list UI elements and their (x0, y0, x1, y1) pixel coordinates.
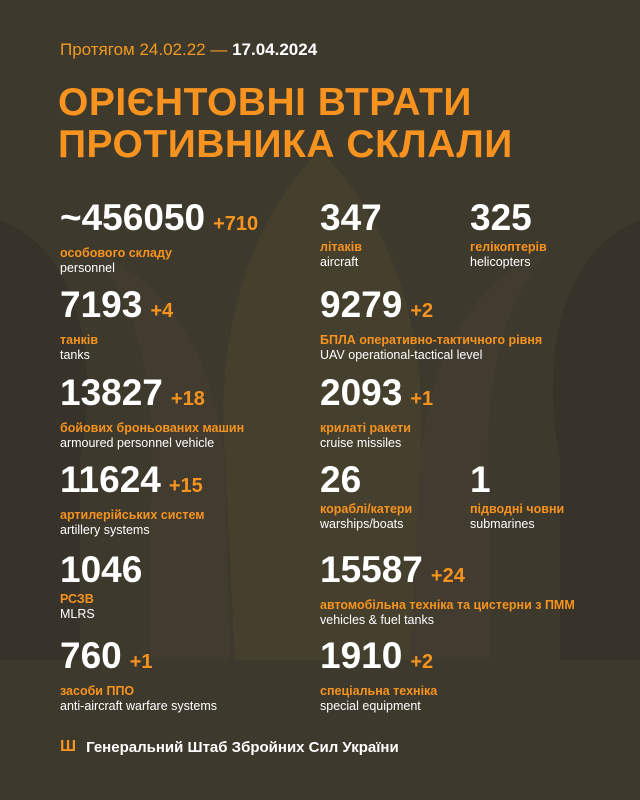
stat-value: 15587 (320, 549, 423, 590)
stat-value-row: 1910 +2 (320, 636, 437, 682)
stat-value: ~456050 (60, 197, 206, 238)
stat-value: 7193 (60, 284, 143, 325)
stat-label-ua: крилаті ракети (320, 421, 411, 435)
stat-label-ua: гелікоптерів (470, 240, 547, 254)
stat-label-en: artillery systems (60, 523, 150, 537)
stat-label-ua: підводні човни (470, 502, 565, 516)
stat-value-row: 26 (320, 460, 412, 500)
stat-label-en: UAV operational-tactical level (320, 348, 483, 362)
stat-label-en: special equipment (320, 699, 421, 713)
stat-delta: +710 (213, 213, 259, 235)
stat-item: 11624 +15 артилерійських систем artillery s… (60, 460, 205, 538)
stat-value: 13827 (60, 372, 163, 413)
stat-value: 26 (320, 459, 362, 500)
stat-value: 9279 (320, 284, 403, 325)
stat-delta: +1 (410, 388, 434, 410)
stat-label-ua: спеціальна техніка (320, 684, 438, 698)
stat-value-row: 347 (320, 198, 382, 238)
stat-label-ua: автомобільна техніка та цистерни з ПММ (320, 598, 575, 612)
stat-item: 760 +1 засоби ППО anti-aircraft warfare sys… (60, 636, 217, 714)
stat-label-en: submarines (470, 517, 535, 531)
stat-value: 760 (60, 635, 122, 676)
stat-label-ua: особового складу (60, 246, 173, 260)
stat-label-en: vehicles & fuel tanks (320, 613, 434, 627)
stat-delta: +4 (150, 300, 174, 322)
stat-label-ua: засоби ППО (60, 684, 135, 698)
stat-delta: +2 (410, 651, 434, 673)
stat-value: 2093 (320, 372, 403, 413)
stat-value: 325 (470, 197, 532, 238)
stat-value-row: 13827 +18 (60, 373, 244, 419)
stat-delta: +18 (170, 388, 205, 410)
stat-value-row: 7193 +4 (60, 285, 173, 331)
stat-item: ~456050 +710 особового складу personnel (60, 198, 258, 276)
stat-value-row: 760 +1 (60, 636, 217, 682)
stat-label-en: aircraft (320, 255, 359, 269)
footer-text: Генеральний Штаб Збройних Сил України (86, 738, 399, 756)
title-line-1: ОРІЄНТОВНІ ВТРАТИ (58, 81, 472, 124)
stat-delta: +1 (129, 651, 153, 673)
stat-label-en: MLRS (60, 607, 95, 621)
stat-value-row: ~456050 +710 (60, 198, 258, 244)
stat-item: 1046 РСЗВ MLRS (60, 550, 142, 622)
stat-item: 1 підводні човни submarines (470, 460, 564, 532)
stat-label-en: cruise missiles (320, 436, 402, 450)
stat-label-en: warships/boats (320, 517, 404, 531)
stat-label-en: tanks (60, 348, 90, 362)
stat-label-ua: РСЗВ (60, 592, 94, 606)
stat-value: 347 (320, 197, 382, 238)
stat-item: 1910 +2 спеціальна техніка special equipmen… (320, 636, 437, 714)
trident-icon: Ш (60, 738, 77, 755)
footer: Ш Генеральний Штаб Збройних Сил України (60, 738, 399, 756)
stat-item: 26 кораблі/катери warships/boats (320, 460, 412, 532)
stat-label-ua: артилерійських систем (60, 508, 205, 522)
stat-delta: +2 (410, 300, 434, 322)
stat-label-en: armoured personnel vehicle (60, 436, 215, 450)
page-title: ОРІЄНТОВНІ ВТРАТИ ПРОТИВНИКА СКЛАЛИ (58, 82, 513, 166)
report-date: 17.04.2024 (232, 40, 318, 59)
stat-delta: +15 (168, 475, 203, 497)
stat-delta: +24 (430, 565, 465, 587)
stat-value: 1046 (60, 549, 143, 590)
stat-item: 2093 +1 крилаті ракети cruise missiles (320, 373, 433, 451)
stat-value-row: 15587 +24 (320, 550, 575, 596)
stat-label-ua: БПЛА оперативно-тактичного рівня (320, 333, 543, 347)
stat-value-row: 11624 +15 (60, 460, 205, 506)
stat-label-en: anti-aircraft warfare systems (60, 699, 217, 713)
stat-value-row: 1 (470, 460, 564, 500)
stat-item: 347 літаків aircraft (320, 198, 382, 270)
stat-label-ua: танків (60, 333, 99, 347)
stat-item: 13827 +18 бойових броньованих машин armoure… (60, 373, 244, 451)
title-line-2: ПРОТИВНИКА СКЛАЛИ (58, 123, 513, 166)
stat-label-ua: кораблі/катери (320, 502, 413, 516)
stat-value-row: 9279 +2 (320, 285, 542, 331)
stat-item: 7193 +4 танків tanks (60, 285, 173, 363)
stat-value: 1910 (320, 635, 403, 676)
stat-item: 325 гелікоптерів helicopters (470, 198, 547, 270)
stat-label-ua: бойових броньованих машин (60, 421, 245, 435)
stat-value: 1 (470, 459, 491, 500)
stat-label-ua: літаків (320, 240, 362, 254)
period-prefix: Протягом 24.02.22 — (60, 40, 228, 59)
stat-label-en: helicopters (470, 255, 531, 269)
stat-item: 15587 +24 автомобільна техніка та цистерни… (320, 550, 575, 628)
period-header: Протягом 24.02.22 — 17.04.2024 (60, 40, 317, 60)
stat-value-row: 325 (470, 198, 547, 238)
stat-value-row: 2093 +1 (320, 373, 433, 419)
stat-value-row: 1046 (60, 550, 142, 590)
stat-value: 11624 (60, 459, 161, 500)
stat-item: 9279 +2 БПЛА оперативно-тактичного рівня UA… (320, 285, 542, 363)
stat-label-en: personnel (60, 261, 115, 275)
